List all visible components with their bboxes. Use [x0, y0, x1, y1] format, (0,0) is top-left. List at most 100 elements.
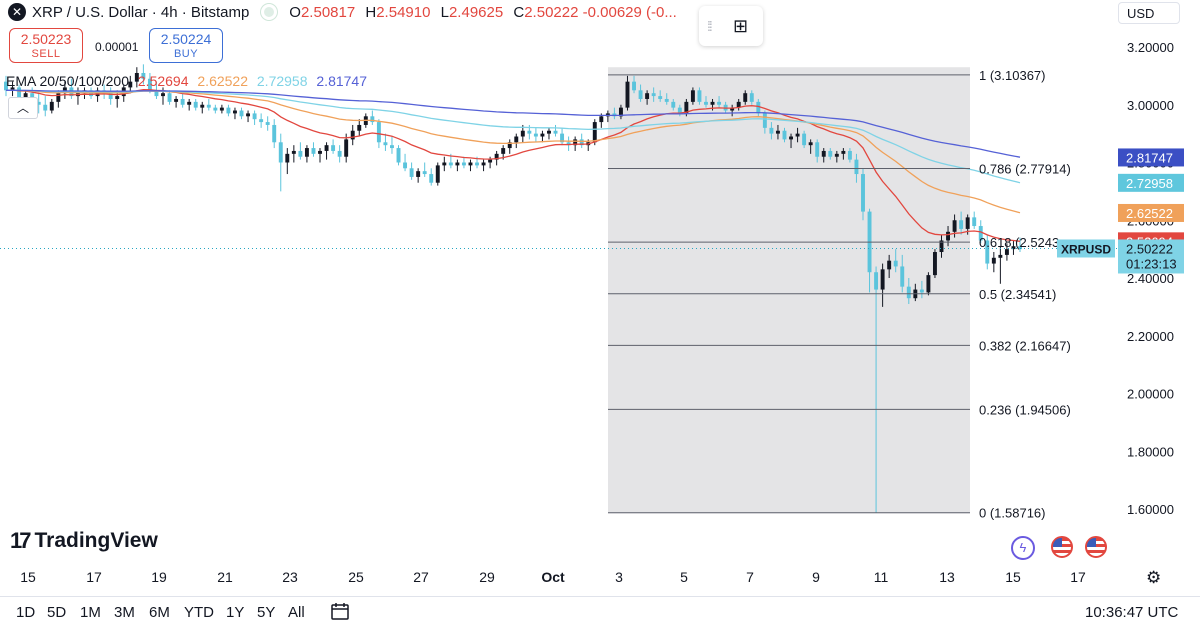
- candle-body: [769, 127, 774, 134]
- us-flag-icon[interactable]: [1051, 536, 1073, 558]
- candle-body: [978, 226, 983, 241]
- collapse-legend-button[interactable]: ︿: [8, 97, 38, 119]
- candle-body: [193, 101, 198, 108]
- candle-body: [985, 240, 990, 264]
- candle-body: [422, 171, 427, 175]
- tradingview-mark-icon: 17: [10, 528, 32, 553]
- symbol-tag-text: XRPUSD: [1061, 242, 1111, 256]
- symbol-header: ✕ XRP / U.S. Dollar · 4h · Bitstamp O2.5…: [0, 0, 677, 24]
- candle-body: [206, 104, 211, 108]
- range-ytd[interactable]: YTD: [184, 604, 214, 621]
- candle-body: [265, 122, 270, 125]
- x-tick-label: 15: [1005, 569, 1021, 585]
- candle-body: [278, 142, 283, 163]
- candle-body: [468, 162, 473, 166]
- candle-body: [684, 101, 689, 114]
- ema200-line: [6, 89, 1021, 158]
- last-price-badge: [1118, 239, 1184, 274]
- gear-icon[interactable]: ⚙: [1146, 568, 1162, 587]
- countdown-label: 01:23:13: [1126, 256, 1177, 271]
- candle-body: [507, 142, 512, 149]
- ema-axis-badge: [1118, 148, 1184, 167]
- candle-body: [540, 133, 545, 137]
- candle-body: [514, 136, 519, 143]
- candle-body: [475, 162, 479, 166]
- range-5y[interactable]: 5Y: [257, 604, 276, 621]
- range-1m[interactable]: 1M: [80, 604, 101, 621]
- candle-body: [861, 174, 865, 212]
- last-price-label: 2.50222: [1126, 241, 1173, 256]
- candle-body: [664, 98, 669, 102]
- ohlc-values: O2.50817 H2.54910 L2.49625 C2.50222 -0.0…: [289, 3, 677, 21]
- open-value: 2.50817: [300, 3, 356, 21]
- sell-button[interactable]: 2.50223 SELL: [9, 28, 83, 63]
- candle-body: [390, 145, 394, 149]
- utc-clock[interactable]: 10:36:47 UTC: [1085, 604, 1179, 621]
- us-flag-icon[interactable]: [1085, 536, 1107, 558]
- candle-body: [946, 231, 951, 241]
- candle-body: [1018, 246, 1022, 250]
- range-6m[interactable]: 6M: [149, 604, 170, 621]
- range-3m[interactable]: 3M: [114, 604, 135, 621]
- ema-legend[interactable]: EMA 20/50/100/200 2.52694 2.62522 2.7295…: [6, 73, 372, 89]
- candle-body: [494, 153, 499, 160]
- ema20-value: 2.52694: [137, 73, 189, 89]
- buy-price: 2.50224: [160, 31, 212, 47]
- candle-body: [233, 110, 237, 114]
- candle-body: [821, 150, 826, 157]
- candle-body: [939, 240, 944, 253]
- candle-body: [291, 150, 296, 154]
- candle-body: [311, 148, 316, 154]
- candle-body: [573, 139, 578, 146]
- range-all[interactable]: All: [288, 604, 305, 621]
- candle-body: [43, 104, 48, 111]
- candle-body: [520, 130, 525, 137]
- fib-level-label: 1 (3.10367): [979, 68, 1046, 83]
- x-tick-label: 27: [413, 569, 429, 585]
- range-1y[interactable]: 1Y: [226, 604, 245, 621]
- candle-body: [547, 130, 551, 134]
- tradingview-logo[interactable]: 17 TradingView: [10, 528, 158, 554]
- symbol-title[interactable]: XRP / U.S. Dollar · 4h · Bitstamp: [32, 3, 250, 21]
- candle-body: [488, 159, 493, 163]
- x-tick-label: 3: [615, 569, 623, 585]
- candle-body: [651, 93, 656, 97]
- buy-button[interactable]: 2.50224 BUY: [149, 28, 223, 63]
- candle-body: [219, 107, 224, 111]
- lightning-icon[interactable]: ϟ: [1011, 536, 1035, 560]
- x-tick-label: 9: [812, 569, 820, 585]
- candle-body: [36, 101, 41, 105]
- range-5d[interactable]: 5D: [47, 604, 67, 621]
- fib-level-label: 0.618 (2.5243: [979, 235, 1059, 250]
- candle-body: [481, 162, 486, 166]
- candle-body: [154, 90, 159, 97]
- candle-body: [167, 93, 172, 102]
- drag-handle-icon[interactable]: ⁞⁞: [707, 18, 713, 34]
- range-1d[interactable]: 1D: [16, 604, 36, 621]
- candle-body: [10, 87, 15, 91]
- x-tick-label: 19: [151, 569, 167, 585]
- widget-toolbar[interactable]: ⁞⁞ ⊞: [699, 6, 763, 46]
- candle-body: [318, 150, 322, 154]
- candle-body: [847, 150, 852, 160]
- candle-body: [141, 72, 146, 79]
- y-tick-label: 2.00000: [1127, 387, 1174, 402]
- candle-body: [370, 116, 375, 123]
- calendar-icon[interactable]: [330, 602, 350, 620]
- market-status-icon: [261, 4, 278, 20]
- apps-add-icon[interactable]: ⊞: [733, 15, 749, 36]
- y-tick-label: 3.20000: [1127, 40, 1174, 55]
- fib-level-label: 0.5 (2.34541): [979, 287, 1056, 302]
- y-tick-label: 1.60000: [1127, 502, 1174, 517]
- spread-value: 0.00001: [95, 40, 139, 54]
- low-value: 2.49625: [448, 3, 504, 21]
- candle-body: [108, 93, 113, 99]
- currency-selector[interactable]: USD: [1118, 2, 1180, 24]
- candle-body: [618, 107, 623, 117]
- chevron-up-icon: ︿: [16, 101, 29, 115]
- x-tick-label: 5: [680, 569, 688, 585]
- candle-body: [808, 142, 813, 146]
- candle-body: [704, 101, 708, 105]
- candle-body: [730, 107, 735, 111]
